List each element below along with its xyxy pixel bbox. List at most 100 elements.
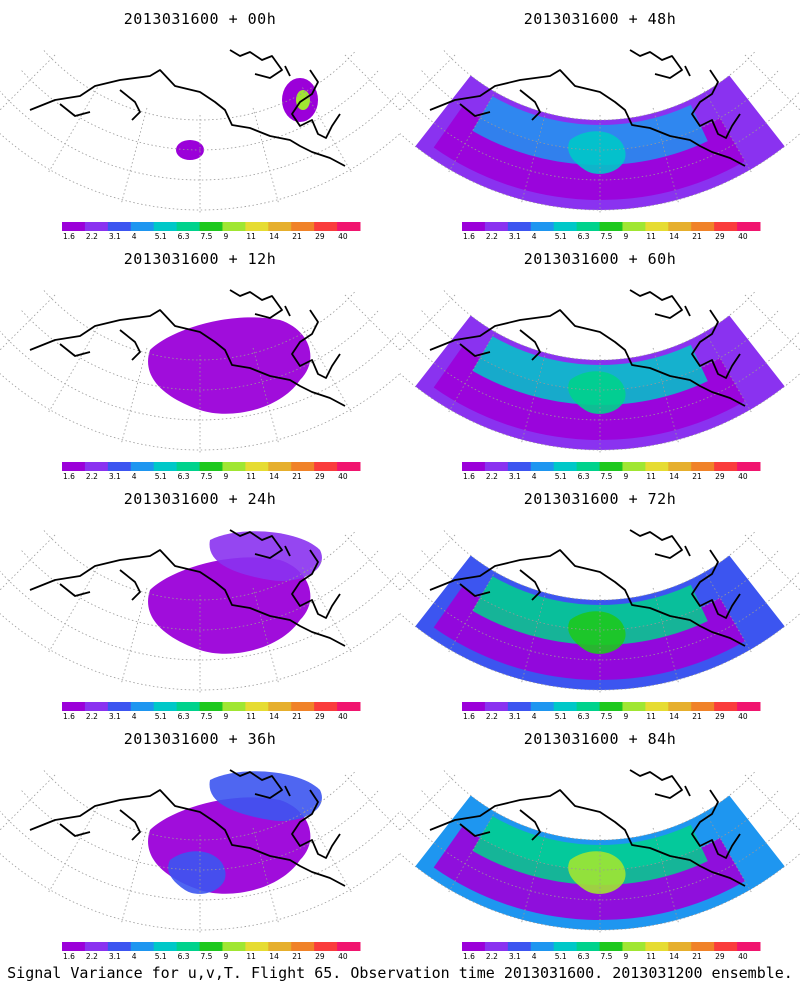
- colorbar-tick-label: 7.5: [201, 712, 213, 720]
- forecast-panel: 2013031600 + 72h 1.6 2.2 3.1 4 5.1 6.3 7.5 9 11 14…: [400, 480, 800, 720]
- colorbar-tick-label: 3.1: [509, 712, 521, 720]
- colorbar-swatch: [291, 702, 315, 711]
- longitude-line: [447, 327, 498, 415]
- panel-title: 2013031600 + 48h: [523, 10, 677, 28]
- longitude-line: [344, 294, 400, 351]
- colorbar-swatch: [130, 222, 155, 231]
- colorbar-tick-label: 6.3: [178, 712, 190, 720]
- colorbar-swatch: [691, 222, 715, 231]
- colorbar-tick-label: 21: [692, 232, 702, 240]
- colorbar-swatch: [622, 942, 646, 951]
- colorbar-swatch: [507, 222, 532, 231]
- colorbar-swatch: [337, 222, 361, 231]
- colorbar-tick-label: 21: [692, 712, 702, 720]
- colorbar-swatch: [737, 702, 761, 711]
- variance-region: [148, 317, 311, 414]
- colorbar-swatch: [507, 462, 532, 471]
- colorbar-tick-label: 3.1: [109, 472, 121, 480]
- longitude-line: [0, 54, 56, 111]
- colorbar-swatch: [553, 222, 578, 231]
- colorbar-tick-label: 4: [132, 472, 137, 480]
- colorbar-tick-label: 4: [532, 712, 537, 720]
- colorbar-tick-label: 11: [646, 232, 656, 240]
- colorbar-tick-label: 4: [132, 952, 137, 960]
- colorbar-swatch: [530, 702, 555, 711]
- colorbar-tick-label: 40: [338, 712, 348, 720]
- colorbar-swatch: [714, 702, 738, 711]
- colorbar-tick-label: 21: [292, 712, 302, 720]
- colorbar-tick-label: 11: [246, 952, 256, 960]
- colorbar-tick-label: 29: [315, 232, 325, 240]
- colorbar-swatch: [84, 222, 109, 231]
- panel-title: 2013031600 + 36h: [123, 730, 277, 748]
- colorbar-tick-label: 11: [246, 712, 256, 720]
- variance-band-mid: [472, 816, 708, 885]
- colorbar-swatch: [291, 462, 315, 471]
- colorbar-swatch: [622, 222, 646, 231]
- longitude-line: [302, 327, 353, 415]
- coastline: [429, 769, 746, 887]
- colorbar-swatch: [622, 702, 646, 711]
- colorbar-swatch: [576, 702, 601, 711]
- colorbar-swatch: [222, 942, 246, 951]
- colorbar-swatch: [576, 462, 601, 471]
- colorbar-tick-label: 9: [623, 952, 628, 960]
- colorbar-tick-label: 14: [669, 232, 679, 240]
- colorbar-swatch: [714, 462, 738, 471]
- colorbar: 1.6 2.2 3.1 4 5.1 6.3 7.5 9 11 14 21 29 40: [62, 702, 361, 720]
- latitude-line: [400, 852, 800, 931]
- polar-map: [0, 289, 400, 455]
- colorbar-tick-label: 7.5: [201, 472, 213, 480]
- longitude-line: [652, 587, 680, 685]
- longitude-line: [447, 807, 498, 895]
- longitude-line: [344, 54, 400, 111]
- colorbar-tick-label: 6.3: [178, 232, 190, 240]
- colorbar-swatch: [268, 222, 292, 231]
- figure-caption: Signal Variance for u,v,T. Flight 65. Ob…: [7, 964, 793, 982]
- colorbar-tick-label: 9: [223, 232, 228, 240]
- colorbar-swatch: [576, 222, 601, 231]
- latitude-line: [0, 852, 400, 931]
- colorbar-tick-label: 9: [223, 712, 228, 720]
- colorbar-swatch: [691, 942, 715, 951]
- longitude-line: [47, 87, 98, 175]
- colorbar-swatch: [691, 702, 715, 711]
- colorbar: 1.6 2.2 3.1 4 5.1 6.3 7.5 9 11 14 21 29 40: [62, 942, 361, 960]
- colorbar-tick-label: 21: [292, 472, 302, 480]
- colorbar-tick-label: 21: [692, 472, 702, 480]
- colorbar-tick-label: 29: [715, 232, 725, 240]
- colorbar-swatch: [153, 942, 178, 951]
- latitude-line: [0, 132, 400, 211]
- colorbar-tick-label: 5.1: [155, 232, 167, 240]
- colorbar-swatch: [462, 222, 486, 231]
- longitude-line: [47, 327, 98, 415]
- colorbar-swatch: [337, 702, 361, 711]
- longitude-line: [520, 107, 548, 205]
- colorbar-swatch: [484, 222, 509, 231]
- latitude-line: [400, 132, 800, 211]
- colorbar-tick-label: 1.6: [463, 472, 475, 480]
- colorbar-swatch: [484, 462, 509, 471]
- colorbar-tick-label: 4: [532, 472, 537, 480]
- colorbar-tick-label: 9: [623, 712, 628, 720]
- colorbar-swatch: [314, 702, 338, 711]
- colorbar-tick-label: 29: [715, 712, 725, 720]
- longitude-line: [400, 54, 456, 111]
- longitude-line: [744, 54, 800, 111]
- colorbar-tick-label: 4: [532, 232, 537, 240]
- colorbar-swatch: [62, 702, 86, 711]
- colorbar-tick-label: 3.1: [109, 232, 121, 240]
- colorbar-tick-label: 3.1: [509, 232, 521, 240]
- colorbar-swatch: [714, 942, 738, 951]
- colorbar-tick-label: 1.6: [463, 232, 475, 240]
- colorbar-tick-label: 40: [738, 472, 748, 480]
- colorbar-tick-label: 9: [623, 472, 628, 480]
- colorbar-tick-label: 1.6: [63, 232, 75, 240]
- colorbar-tick-label: 7.5: [601, 712, 613, 720]
- latitude-line: [421, 790, 779, 871]
- colorbar-tick-label: 14: [269, 232, 279, 240]
- colorbar-tick-label: 29: [315, 472, 325, 480]
- colorbar-tick-label: 7.5: [601, 232, 613, 240]
- colorbar-swatch: [645, 942, 669, 951]
- longitude-line: [47, 807, 98, 895]
